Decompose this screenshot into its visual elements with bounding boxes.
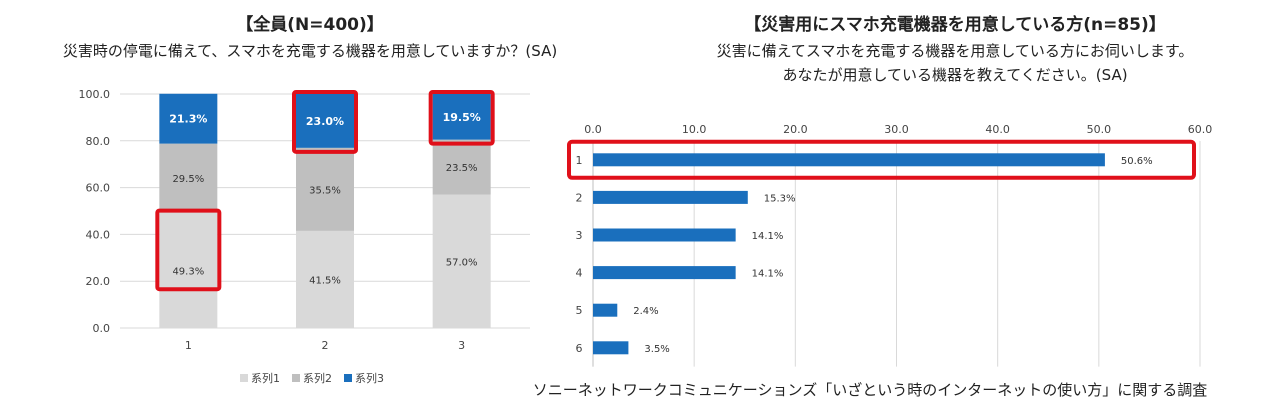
y-tick-label: 20.0 [86,275,111,288]
bar-value-label: 14.1% [752,269,784,280]
bar-value-label: 19.5% [443,111,481,124]
highlight-box [428,90,495,146]
right-chart-subtitle-line2: あなたが用意している機器を教えてください。(SA) [782,66,1128,84]
bar [593,266,736,280]
bar-value-label: 23.5% [446,163,478,174]
bar-value-label: 35.5% [309,185,341,196]
x-tick-label: 1 [185,339,192,352]
right-chart-title: 【災害用にスマホ充電機器を用意している方(n=85)】 [744,15,1166,35]
bar-segment [432,94,491,140]
x-tick-label: 50.0 [1087,123,1112,136]
legend-label: 系列2 [303,371,332,385]
y-tick-label: 6 [576,342,583,355]
bar-segment [432,194,491,328]
bar [593,190,748,204]
bar-value-label: 3.5% [644,344,669,355]
bar-value-label: 29.5% [172,174,204,185]
bar-segment [159,93,218,144]
y-tick-label: 5 [576,304,583,317]
source-note: ソニーネットワークコミュニケーションズ「いざという時のインターネットの使い方」に… [532,381,1208,399]
bar-value-label: 14.1% [752,231,784,242]
bar-value-label: 21.3% [169,113,207,126]
bar-segment [432,139,491,195]
x-tick-label: 40.0 [985,123,1010,136]
x-tick-label: 0.0 [584,123,602,136]
y-tick-label: 1 [576,154,583,167]
x-tick-label: 3 [458,339,465,352]
bar [593,228,736,242]
bar-segment [296,94,354,148]
y-tick-label: 60.0 [86,182,111,195]
bar-value-label: 41.5% [309,275,341,286]
bar-value-label: 2.4% [633,306,658,317]
y-tick-label: 100.0 [79,88,111,101]
bar-segment [159,143,218,213]
x-tick-label: 30.0 [884,123,909,136]
bar-value-label: 49.3% [172,266,204,277]
x-tick-label: 60.0 [1188,123,1213,136]
highlight-box [567,139,1196,180]
bar-segment [296,147,354,231]
x-tick-label: 10.0 [682,123,707,136]
bar-value-label: 57.0% [446,257,478,268]
legend-swatch [292,374,300,382]
bar-segment [159,212,218,328]
left-chart-subtitle: 災害時の停電に備えて、スマホを充電する機器を用意していますか？(SA) [62,42,558,60]
y-tick-label: 0.0 [93,322,111,335]
bar-segment [296,230,354,328]
x-tick-label: 2 [322,339,329,352]
y-tick-label: 4 [576,267,583,280]
right-chart-subtitle-line1: 災害に備えてスマホを充電する機器を用意している方にお伺いします。 [716,42,1194,60]
bar [593,303,618,317]
legend-label: 系列3 [355,371,384,385]
y-tick-label: 2 [576,191,583,204]
highlight-box [155,208,222,292]
bar-value-label: 15.3% [764,193,796,204]
left-chart-title: 【全員(N=400)】 [236,15,384,35]
highlight-box [292,90,358,154]
legend-swatch [240,374,248,382]
x-tick-label: 20.0 [783,123,808,136]
legend-swatch [344,374,352,382]
y-tick-label: 80.0 [86,135,111,148]
bar-value-label: 50.6% [1121,156,1153,167]
y-tick-label: 3 [576,229,583,242]
y-tick-label: 40.0 [86,228,111,241]
bar [593,153,1105,167]
bar [593,341,629,355]
bar-value-label: 23.0% [306,115,344,128]
legend-label: 系列1 [251,371,280,385]
